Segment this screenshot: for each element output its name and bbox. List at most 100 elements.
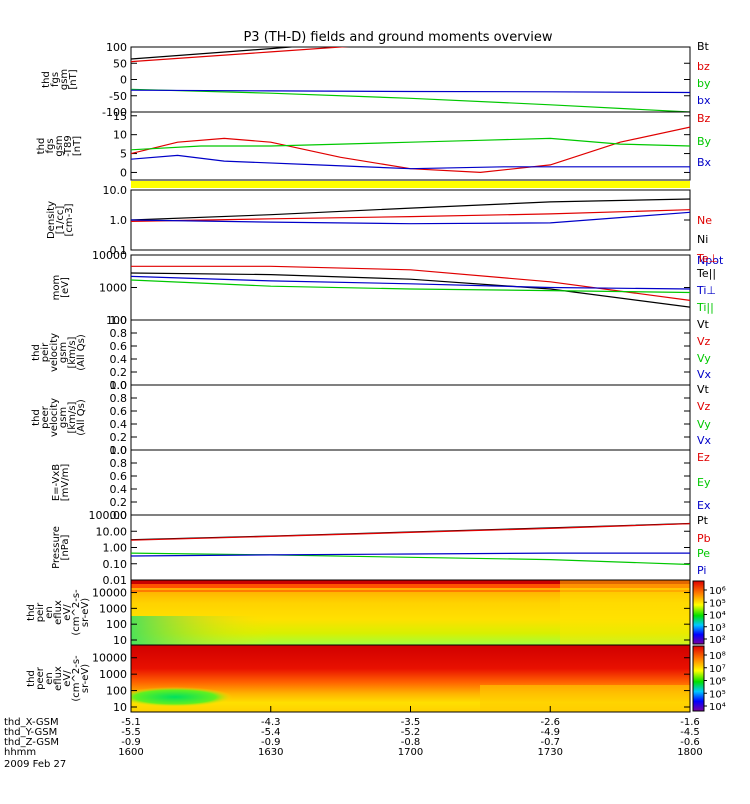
legend-entry: Ez [697, 451, 710, 464]
ylabel: E=-VxB [51, 464, 62, 501]
colorbar-tick-label: 10⁸ [709, 651, 726, 662]
colorbar-tick-label: 10³ [709, 623, 726, 634]
panel-3: 10.0 1.0 0.1 Density[1/cc][cm-3] Ne Ni Npot [46, 184, 724, 267]
panel-6: 1.00.80.60.40.20.0thdpeervelocitygsm[km/… [31, 379, 712, 457]
ytick-label: 0.1 [110, 244, 128, 257]
ytick-label: 15 [113, 110, 127, 123]
series-bx [131, 89, 690, 94]
time-axis: -5.1-5.5-0.91600-4.3-5.4-0.91630-3.5-5.2… [4, 706, 703, 758]
series-Bx [131, 154, 690, 173]
spectrogram-2 [131, 645, 690, 712]
time-tick-label: 1630 [258, 747, 283, 758]
position-value: -4.9 [540, 727, 560, 738]
ylabel: en [44, 672, 55, 685]
ytick-label: 0.4 [110, 418, 128, 431]
ytick-label: 10.00 [96, 525, 128, 538]
ytick-label: -100 [102, 106, 127, 119]
legend-entry: Bx [697, 156, 712, 169]
ylabel: Density [46, 201, 57, 239]
ylabel: thd [36, 138, 47, 155]
ylabel: [km/s] [67, 401, 78, 433]
ylabel: peer [35, 666, 46, 690]
colorbar-tick-label: 10⁷ [709, 664, 726, 675]
ytick-label: 0.2 [110, 431, 128, 444]
panel-8: 100.00 10.00 1.00 0.10 0.01 Pressure[nPa] Pt Pb… [51, 509, 711, 587]
time-tick-label: 1600 [118, 747, 143, 758]
position-value: -0.7 [540, 737, 560, 748]
legend-entry: Ex [697, 499, 711, 512]
ytick-label: 0.6 [110, 405, 128, 418]
ylabel: [eV] [60, 277, 71, 298]
ylabel: thd [31, 344, 42, 361]
time-tick-label: 1800 [677, 747, 702, 758]
axis-row-label: thd_Z-GSM [4, 737, 59, 748]
ytick-label: 100 [106, 41, 127, 54]
ytick-label: 0.4 [110, 483, 128, 496]
ytick-label: 1.0 [110, 214, 128, 227]
ylabel: eV/ [62, 604, 73, 621]
ytick-label: 0.0 [110, 509, 128, 522]
series-Ne [131, 209, 690, 222]
panel-frame [130, 449, 691, 516]
legend-entry: Vx [697, 434, 712, 447]
ytick-label: 1.0 [110, 379, 128, 392]
colorbar-tick-label: 10⁵ [709, 598, 726, 609]
ytick-label: 10000 [92, 652, 127, 665]
panel-frame [130, 319, 691, 386]
position-value: -5.2 [401, 727, 421, 738]
series-Ni [131, 198, 690, 221]
series-Ti|| [131, 279, 690, 294]
figure-title: P3 (TH-D) fields and ground moments over… [243, 30, 552, 45]
ytick-label: 10 [113, 701, 127, 714]
ytick-label: 0.8 [110, 327, 128, 340]
ylabel: thd [41, 71, 52, 88]
ylabel: [nPa] [60, 534, 71, 560]
series-Ti⊥ [131, 275, 690, 290]
ylabel: eV/ [62, 670, 73, 687]
ytick-label: 10000 [92, 249, 127, 262]
ylabel: (cm^2-s- [71, 589, 82, 636]
ytick-label: 100 [106, 618, 127, 631]
colorbar-tick-label: 10² [709, 635, 726, 646]
ylabel: en [44, 606, 55, 619]
position-value: -0.6 [680, 737, 700, 748]
ytick-label: -50 [109, 90, 127, 103]
ytick-label: 100 [106, 685, 127, 698]
ytick-label: 0.4 [110, 353, 128, 366]
ytick-label: 0.6 [110, 470, 128, 483]
ytick-label: 1000 [99, 282, 127, 295]
legend-entry: Pb [697, 532, 711, 545]
legend-entry: Bz [697, 112, 711, 125]
data-gap-band [131, 181, 690, 188]
axis-row-label: thd_Y-GSM [4, 727, 57, 738]
ylabel: (All Qs) [76, 399, 87, 436]
ytick-label: 10 [113, 129, 127, 142]
time-tick-label: 1700 [398, 747, 423, 758]
series-by [131, 88, 690, 112]
ylabel: [mV/m] [60, 464, 71, 502]
ytick-label: 1000 [99, 602, 127, 615]
position-value: -4.5 [680, 727, 700, 738]
position-value: -3.5 [401, 717, 421, 728]
ytick-label: 10.0 [103, 184, 128, 197]
legend-entry: Vt [697, 383, 710, 396]
ytick-label: 10000 [92, 587, 127, 600]
spectrogram-1 [131, 580, 690, 645]
ytick-label: 1.0 [110, 314, 128, 327]
ylabel: eflux [53, 600, 64, 625]
panel-frame [130, 46, 691, 113]
ytick-label: 0.8 [110, 392, 128, 405]
ylabel: gsm [58, 407, 69, 428]
ytick-label: 100 [106, 314, 127, 327]
ytick-label: 0.0 [110, 444, 128, 457]
ylabel: peir [40, 342, 51, 362]
legend-entry: Ne [697, 214, 712, 227]
series-Npot [131, 211, 690, 225]
position-value: -0.8 [401, 737, 421, 748]
legend-entry: Ni [697, 233, 708, 246]
legend-entry: Vz [697, 400, 711, 413]
panel-4: 10000 1000 100 mom[eV] Te⊥ Te|| Ti⊥ Ti|| [51, 249, 718, 327]
